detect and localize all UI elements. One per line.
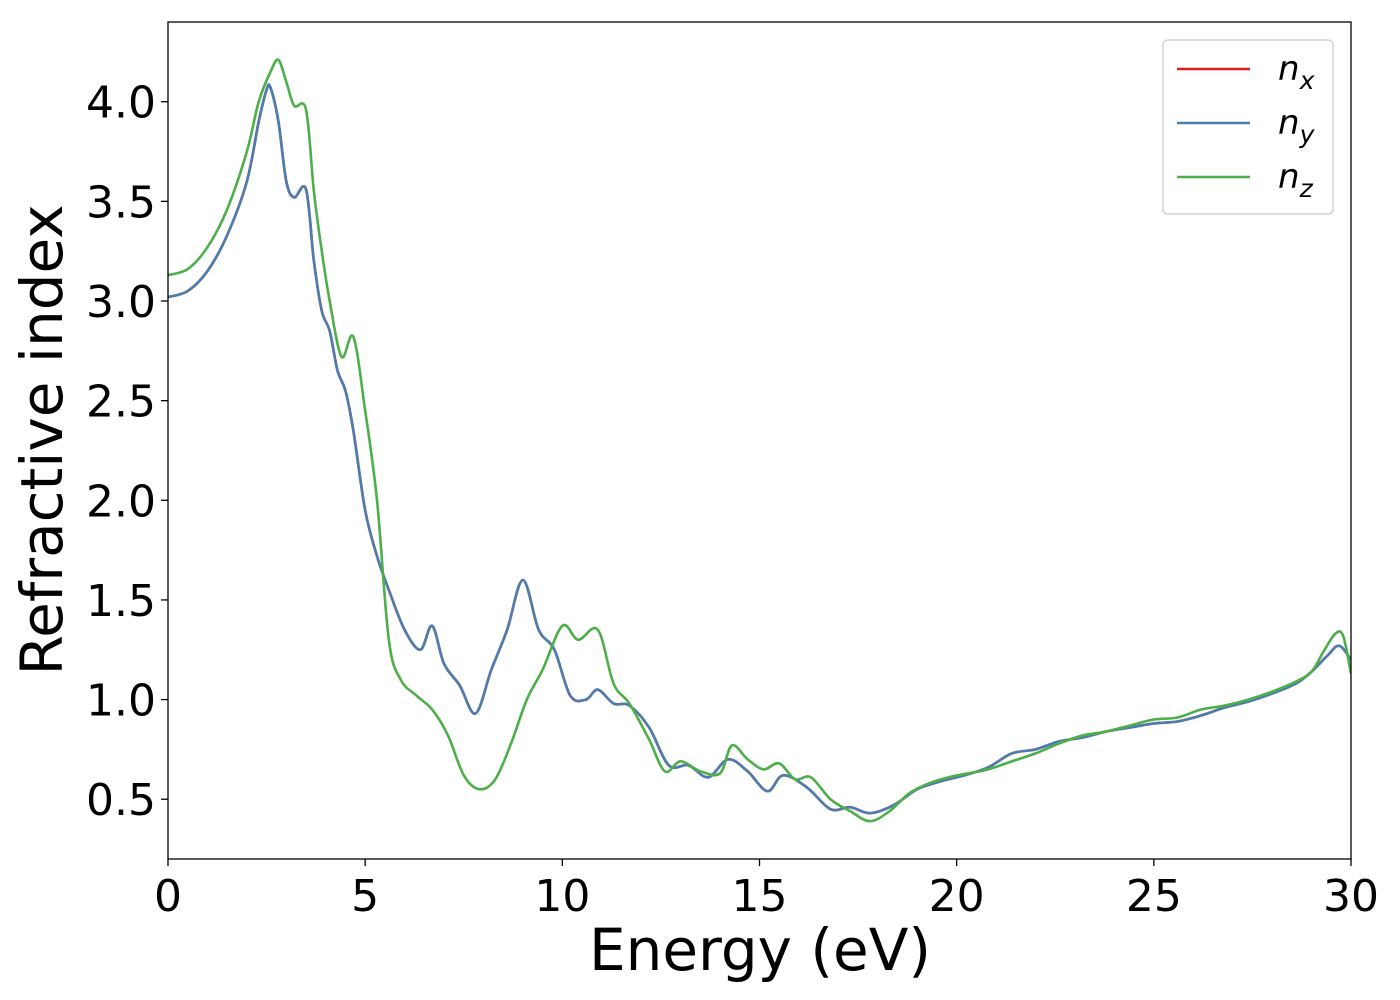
legend-label-y: ny [1278, 103, 1316, 149]
y-axis-label: Refractive index [8, 204, 76, 675]
x-axis-label: Energy (eV) [589, 916, 931, 984]
x-tick-label: 0 [154, 871, 182, 922]
y-tick-label: 2.0 [86, 476, 156, 527]
x-tick-label: 20 [929, 871, 985, 922]
x-tick-label: 10 [534, 871, 590, 922]
legend: nx ny nz [1162, 39, 1334, 215]
x-tick-label: 30 [1323, 871, 1379, 922]
x-tick-label: 5 [351, 871, 379, 922]
y-tick-label: 0.5 [86, 775, 156, 826]
legend-box [1162, 39, 1334, 215]
legend-label-x: nx [1278, 49, 1315, 95]
x-tick-label: 15 [732, 871, 788, 922]
x-axis-ticks: 0 5 10 15 20 25 30 [154, 859, 1379, 922]
y-tick-label: 4.0 [86, 78, 156, 129]
legend-label-z: nz [1278, 157, 1314, 203]
y-tick-label: 1.5 [86, 576, 156, 627]
y-tick-label: 3.5 [86, 177, 156, 228]
series-line-n-z [168, 58, 1351, 823]
x-tick-label: 25 [1126, 871, 1182, 922]
plot-lines [168, 58, 1351, 823]
y-axis-ticks: 0.5 1.0 1.5 2.0 2.5 3.0 3.5 4.0 [86, 78, 168, 826]
y-tick-label: 1.0 [86, 676, 156, 727]
y-tick-label: 3.0 [86, 277, 156, 328]
y-tick-label: 2.5 [86, 377, 156, 428]
